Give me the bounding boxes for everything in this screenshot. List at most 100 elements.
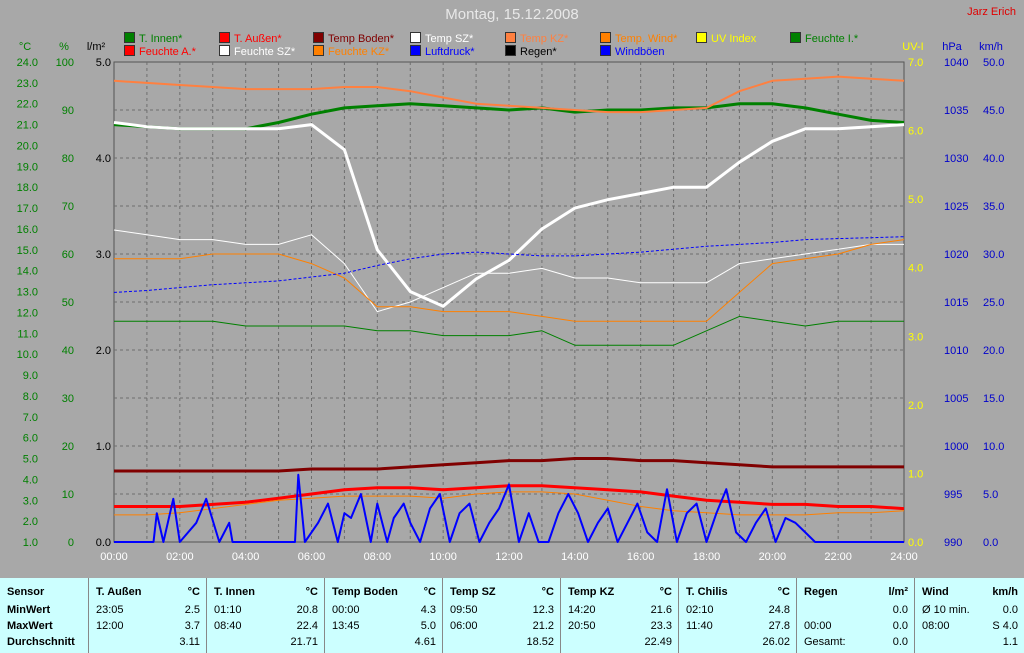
pressure-tick-label: 1010 xyxy=(944,345,968,357)
legend-swatch xyxy=(505,32,516,43)
series-line-temp-wind xyxy=(114,491,905,516)
uv-tick-label: 5.0 xyxy=(908,194,923,206)
temp-tick-label: 19.0 xyxy=(17,161,38,173)
time-tick-label: 22:00 xyxy=(824,551,852,563)
pressure-tick-label: 1030 xyxy=(944,153,968,165)
stats-value: S 4.0 xyxy=(992,620,1018,632)
stats-time: 13:45 xyxy=(332,620,360,632)
stats-value: 23.3 xyxy=(650,620,672,632)
uv-tick-label: 2.0 xyxy=(908,400,923,412)
legend-swatch xyxy=(124,32,135,43)
legend-swatch xyxy=(219,32,230,43)
time-tick-label: 12:00 xyxy=(495,551,523,563)
stats-column: Temp Boden °C 00:00 4.3 13:45 5.0 4.61 xyxy=(324,578,443,653)
legend-item: T. Innen* xyxy=(124,32,182,45)
time-tick-label: 04:00 xyxy=(232,551,260,563)
time-tick-label: 20:00 xyxy=(759,551,787,563)
stats-value: 3.7 xyxy=(184,620,200,632)
series-line-temp-kz xyxy=(113,75,905,114)
legend-label: Regen* xyxy=(520,46,557,58)
stats-header: Temp KZ xyxy=(568,586,615,598)
humidity-tick-label: 70 xyxy=(62,201,74,213)
statistics-panel: Sensor MinWert MaxWert Durchschnitt T. Außen… xyxy=(0,578,1024,653)
rain-tick-label: 0.0 xyxy=(96,537,111,549)
humidity-tick-label: 20 xyxy=(62,441,74,453)
uv-tick-label: 3.0 xyxy=(908,331,923,343)
humidity-tick-label: 40 xyxy=(62,345,74,357)
series-line-temp-sz xyxy=(113,121,905,308)
legend-item: Feuchte KZ* xyxy=(313,45,389,58)
uv-axis-unit: UV-I xyxy=(902,41,923,53)
rain-axis-unit: l/m² xyxy=(87,41,106,53)
legend-swatch xyxy=(410,32,421,43)
stats-column: Wind km/h Ø 10 min. 0.0 08:00 S 4.0 1.1 xyxy=(914,578,1024,653)
stats-unit: °C xyxy=(305,586,318,598)
stats-column: Temp KZ °C 14:20 21.6 20:50 23.3 22.49 xyxy=(560,578,679,653)
series-line-windb-en xyxy=(114,473,904,543)
stats-time: 00:00 xyxy=(332,604,360,616)
stats-unit: °C xyxy=(541,586,554,598)
stats-value: 22.4 xyxy=(296,620,318,632)
temp-tick-label: 18.0 xyxy=(17,182,38,194)
legend-label: Temp SZ* xyxy=(425,33,474,45)
legend-label: T. Außen* xyxy=(234,33,282,45)
stats-header: T. Chilis xyxy=(686,586,728,598)
legend-item: Feuchte A.* xyxy=(124,45,196,58)
stats-value: 18.52 xyxy=(526,636,554,648)
stats-time: Gesamt: xyxy=(804,636,846,648)
temp-tick-label: 17.0 xyxy=(17,203,38,215)
stats-value: 0.0 xyxy=(892,604,908,616)
stats-column: Regen l/m² 0.0 00:00 0.0 Gesamt: 0.0 xyxy=(796,578,915,653)
stats-time: Ø 10 min. xyxy=(922,604,970,616)
pressure-tick-label: 990 xyxy=(944,537,962,549)
humidity-tick-label: 30 xyxy=(62,393,74,405)
legend-item: Temp KZ* xyxy=(505,32,568,45)
temp-tick-label: 7.0 xyxy=(23,412,38,424)
legend-label: Feuchte A.* xyxy=(139,46,196,58)
temp-tick-label: 21.0 xyxy=(17,120,38,132)
uv-tick-label: 4.0 xyxy=(908,263,923,275)
legend-item: Temp SZ* xyxy=(410,32,473,45)
weather-chart: °C% l/m² UV-I hPa km/h 24.0 23.0 22.0 21.0 20.0 19… xyxy=(17,41,1005,563)
stats-time: 01:10 xyxy=(214,604,242,616)
humidity-tick-label: 90 xyxy=(62,105,74,117)
legend-swatch xyxy=(313,45,324,56)
stats-header: Temp Boden xyxy=(332,586,398,598)
stats-label-column: Sensor MinWert MaxWert Durchschnitt xyxy=(0,578,88,653)
legend-label: Feuchte SZ* xyxy=(234,46,296,58)
stats-value: 0.0 xyxy=(892,636,908,648)
stats-value: 3.11 xyxy=(179,636,200,648)
wind-tick-label: 40.0 xyxy=(983,153,1004,165)
stats-time: 20:50 xyxy=(568,620,596,632)
rain-tick-label: 3.0 xyxy=(96,249,111,261)
pressure-tick-label: 1020 xyxy=(944,249,968,261)
stats-header: Regen xyxy=(804,586,838,598)
time-tick-label: 06:00 xyxy=(298,551,326,563)
legend-item: Feuchte SZ* xyxy=(219,45,295,58)
pressure-tick-label: 1035 xyxy=(944,105,968,117)
pressure-tick-label: 1000 xyxy=(944,441,968,453)
legend-item: Windböen xyxy=(600,45,665,58)
humidity-axis-unit: % xyxy=(59,41,69,53)
wind-tick-label: 50.0 xyxy=(983,57,1004,69)
stats-value: 20.8 xyxy=(296,604,318,616)
rain-tick-label: 2.0 xyxy=(96,345,111,357)
uv-tick-label: 7.0 xyxy=(908,57,923,69)
stats-time: 06:00 xyxy=(450,620,478,632)
legend-item: UV Index xyxy=(696,32,756,45)
uv-tick-label: 6.0 xyxy=(908,126,923,138)
stats-header: T. Außen xyxy=(96,586,142,598)
temp-tick-label: 10.0 xyxy=(17,349,38,361)
humidity-tick-label: 100 xyxy=(56,57,74,69)
pressure-tick-label: 1015 xyxy=(944,297,968,309)
legend-item: Temp Boden* xyxy=(313,32,394,45)
temp-tick-label: 12.0 xyxy=(17,307,38,319)
legend-label: Temp. Wind* xyxy=(615,33,678,45)
stats-time: 00:00 xyxy=(804,620,832,632)
humidity-tick-label: 60 xyxy=(62,249,74,261)
temp-axis-unit: °C xyxy=(19,41,31,53)
legend-item: Temp. Wind* xyxy=(600,32,677,45)
rain-tick-label: 4.0 xyxy=(96,153,111,165)
temp-tick-label: 20.0 xyxy=(17,140,38,152)
temp-tick-label: 11.0 xyxy=(17,328,38,340)
